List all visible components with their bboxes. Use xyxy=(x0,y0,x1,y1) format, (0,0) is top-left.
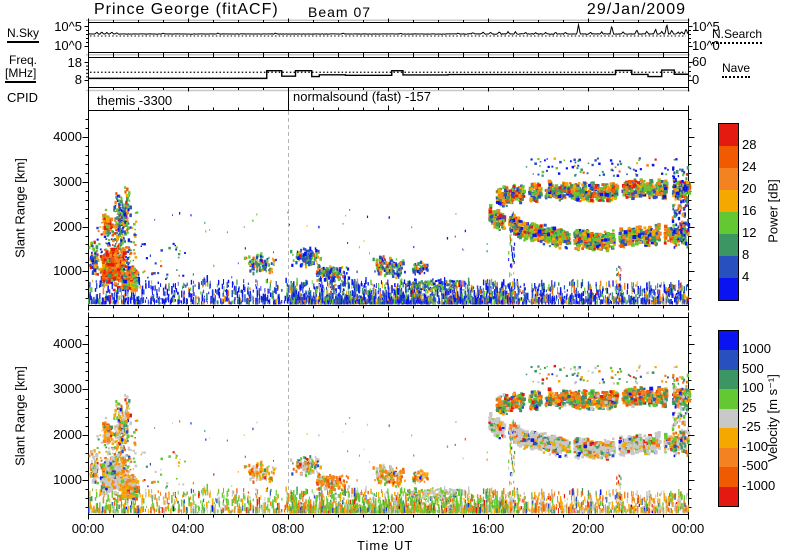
cpid-label: CPID xyxy=(7,90,39,105)
velocity-colorbar-segment xyxy=(719,350,738,370)
velocity-colorbar-label: 500 xyxy=(742,360,764,376)
velocity-colorbar-label: 25 xyxy=(742,399,757,415)
noise-left-tick-bottom: 10^0 xyxy=(54,38,82,53)
power-colorbar-segment xyxy=(719,146,738,168)
power-colorbar-label: 4 xyxy=(742,269,750,284)
velocity-colorbar-label: -100 xyxy=(742,438,769,454)
velocity-y-tick-label: 1000 xyxy=(53,472,82,488)
power-colorbar-segment xyxy=(719,190,738,212)
power-colorbar-label: 8 xyxy=(742,247,750,262)
power-colorbar-label: 16 xyxy=(742,203,757,218)
x-axis-title: Time UT xyxy=(357,538,414,553)
velocity-y-tick-label: 3000 xyxy=(53,381,82,397)
velocity-colorbar-segment xyxy=(719,428,738,448)
x-tick-label: 00:00 xyxy=(671,521,705,536)
power-colorbar-segment xyxy=(719,168,738,190)
power-colorbar-label: 28 xyxy=(742,137,757,152)
noise-sky-legend: N.Sky xyxy=(7,26,40,43)
freq-left-tick-bottom: 8 xyxy=(74,72,82,87)
power-y-tick-label: 2000 xyxy=(53,218,82,234)
power-colorbar-segment xyxy=(719,256,738,278)
power-y-tick-label: 1000 xyxy=(53,263,82,279)
velocity-colorbar-label: -1000 xyxy=(742,477,776,493)
freq-left-tick-top: 18 xyxy=(67,55,82,70)
x-tick-label: 00:00 xyxy=(71,521,105,536)
cpid-entry-themis: themis -3300 xyxy=(97,93,173,108)
x-tick-label: 20:00 xyxy=(571,521,605,536)
y-axis-title-power: Slant Range [km] xyxy=(12,158,28,258)
noise-search-legend: N.Search xyxy=(712,27,763,44)
velocity-colorbar-label: -500 xyxy=(742,458,769,474)
y-axis-title-velocity: Slant Range [km] xyxy=(12,366,28,466)
date-label: 29/Jan/2009 xyxy=(586,1,686,18)
velocity-colorbar-label: -25 xyxy=(742,419,761,435)
velocity-colorbar-segment xyxy=(719,331,738,351)
nave-right-tick-bottom: 0 xyxy=(692,72,700,87)
freq-legend-line2: [MHz] xyxy=(5,66,37,83)
velocity-colorbar-segment xyxy=(719,486,738,506)
freq-legend-line1: Freq. xyxy=(9,53,38,67)
station-title: Prince George (fitACF) xyxy=(94,1,279,18)
velocity-colorbar-label: 100 xyxy=(742,380,764,396)
velocity-y-tick-label: 2000 xyxy=(53,426,82,442)
x-tick-label: 16:00 xyxy=(471,521,505,536)
x-tick-label: 04:00 xyxy=(171,521,205,536)
power-colorbar-segment xyxy=(719,234,738,256)
velocity-colorbar-segment xyxy=(719,467,738,487)
power-colorbar-segment xyxy=(719,278,738,300)
velocity-colorbar-segment xyxy=(719,389,738,409)
noise-left-tick-top: 10^5 xyxy=(54,19,82,34)
power-colorbar-segment xyxy=(719,212,738,234)
velocity-colorbar-label: 1000 xyxy=(742,341,771,357)
power-colorbar-label: 24 xyxy=(742,159,757,174)
noise-right-tick-bottom: 10^0 xyxy=(692,38,720,53)
power-colorbar-segment xyxy=(719,124,738,146)
x-tick-label: 08:00 xyxy=(271,521,305,536)
noise-right-tick-top: 10^5 xyxy=(692,19,720,34)
power-colorbar xyxy=(718,123,739,301)
beam-label: Beam 07 xyxy=(308,4,372,20)
power-y-tick-label: 4000 xyxy=(53,128,82,144)
power-colorbar-title: Power [dB] xyxy=(765,179,781,243)
velocity-colorbar-segment xyxy=(719,447,738,468)
power-colorbar-label: 12 xyxy=(742,225,757,240)
velocity-colorbar xyxy=(718,330,739,507)
cpid-entry-normalsound: normalsound (fast) -157 xyxy=(293,89,432,104)
nave-legend: Nave xyxy=(722,61,751,78)
velocity-colorbar-segment xyxy=(719,408,738,429)
velocity-colorbar-segment xyxy=(719,369,738,390)
velocity-y-tick-label: 4000 xyxy=(53,336,82,352)
nave-right-tick-top: 60 xyxy=(692,54,707,69)
x-tick-label: 12:00 xyxy=(371,521,405,536)
power-y-tick-label: 3000 xyxy=(53,173,82,189)
power-colorbar-label: 20 xyxy=(742,181,757,196)
